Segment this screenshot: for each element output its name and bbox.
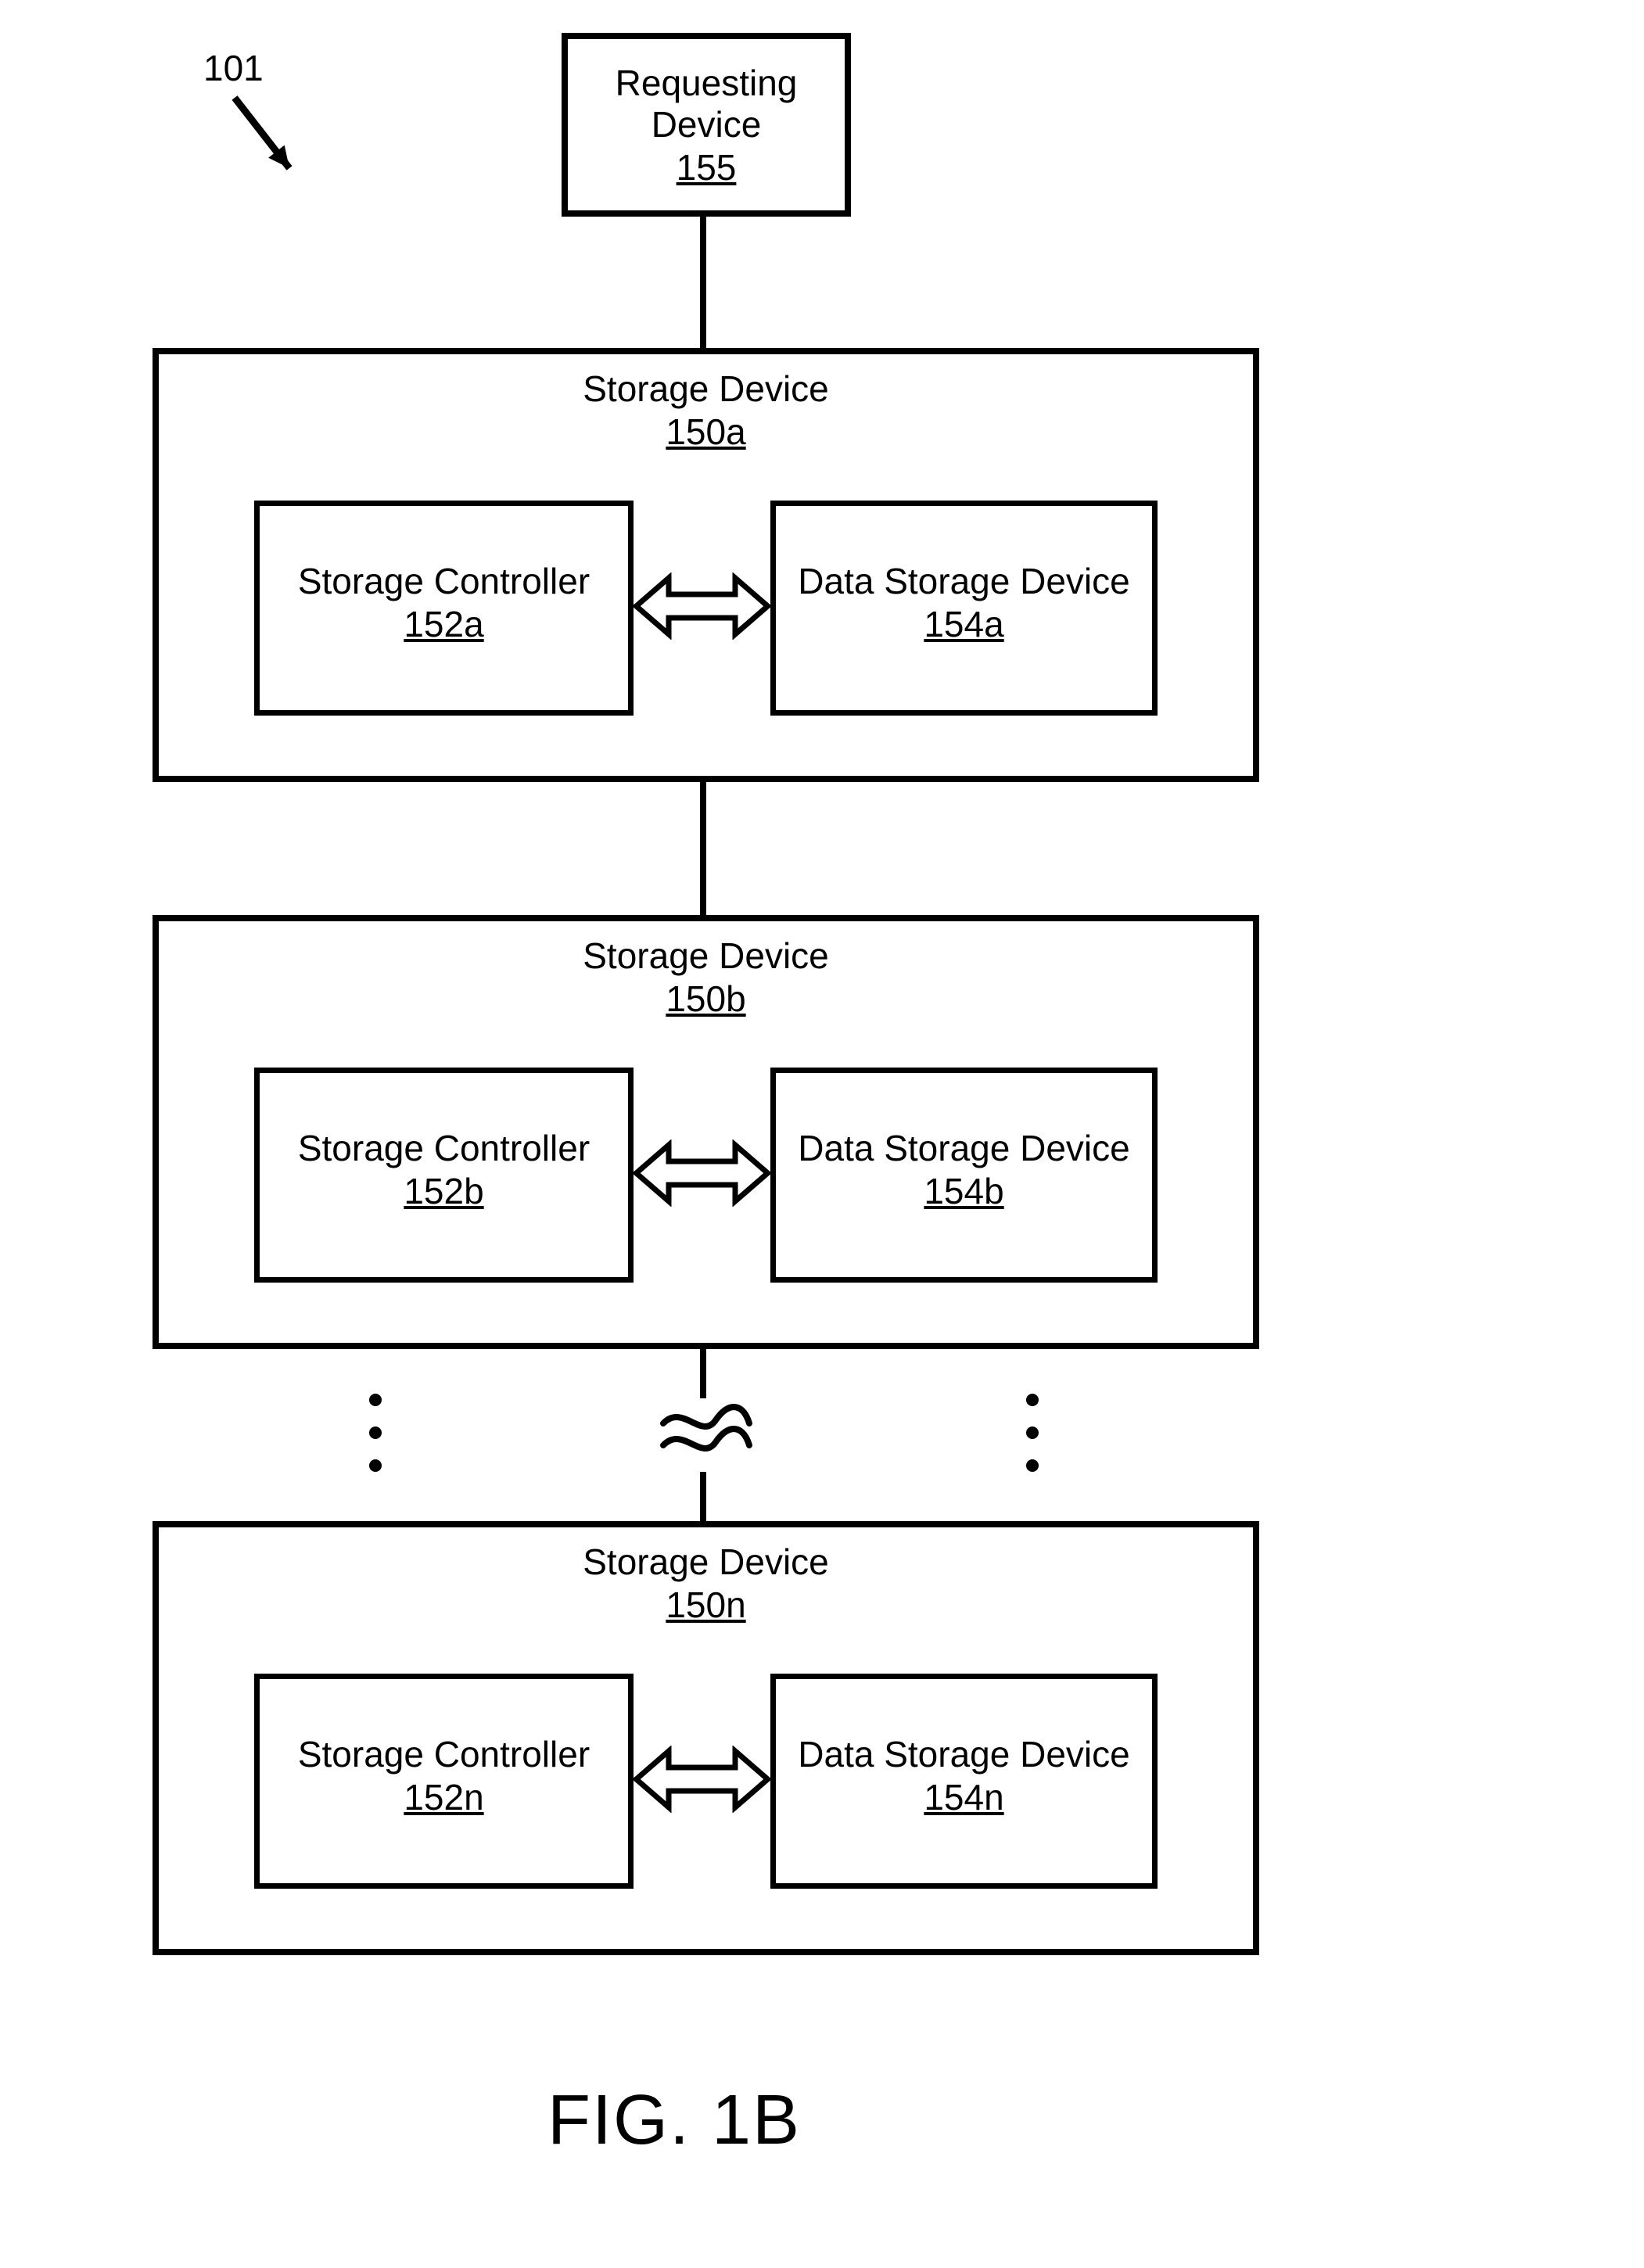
requesting-device-box: RequestingDevice155 — [562, 33, 851, 217]
storage-controller-b: Storage Controller152b — [254, 1068, 634, 1283]
data-storage-device-a: Data Storage Device154a — [770, 501, 1158, 716]
storage-controller-n-line0: Storage Controller — [298, 1734, 590, 1775]
ellipsis-dot-0-0 — [369, 1394, 382, 1406]
storage-controller-b-id: 152b — [404, 1171, 483, 1212]
storage-device-n-line0: Storage Device — [583, 1541, 829, 1583]
storage-device-a-id: 150a — [666, 411, 745, 453]
storage-controller-n: Storage Controller152n — [254, 1674, 634, 1889]
requesting-device-line0: Requesting — [616, 63, 798, 104]
ellipsis-dot-1-0 — [1026, 1394, 1039, 1406]
storage-controller-a: Storage Controller152a — [254, 501, 634, 716]
diagram-canvas: 101RequestingDevice155Storage Device150a… — [0, 0, 1644, 2268]
ellipsis-dot-1-1 — [1026, 1426, 1039, 1439]
data-storage-device-b-id: 154b — [924, 1171, 1003, 1212]
requesting-device-line1: Device — [651, 104, 762, 145]
continuation-break-icon — [659, 1400, 753, 1470]
connector-line-2 — [700, 1349, 706, 1398]
data-storage-device-n-id: 154n — [924, 1777, 1003, 1818]
data-storage-device-n-line0: Data Storage Device — [798, 1734, 1129, 1775]
data-storage-device-a-line0: Data Storage Device — [798, 561, 1129, 602]
storage-controller-a-id: 152a — [404, 604, 483, 645]
storage-device-n-id: 150n — [666, 1584, 745, 1626]
bidirectional-arrow-icon — [634, 1746, 770, 1813]
data-storage-device-b: Data Storage Device154b — [770, 1068, 1158, 1283]
connector-line-1 — [700, 782, 706, 915]
data-storage-device-a-id: 154a — [924, 604, 1003, 645]
ellipsis-dot-0-1 — [369, 1426, 382, 1439]
bidirectional-arrow-icon — [634, 1139, 770, 1207]
storage-device-b-line0: Storage Device — [583, 935, 829, 977]
ellipsis-dot-0-2 — [369, 1459, 382, 1472]
reference-arrow-icon — [211, 74, 313, 192]
connector-line-0 — [700, 217, 706, 348]
data-storage-device-b-line0: Data Storage Device — [798, 1128, 1129, 1169]
connector-line-3 — [700, 1472, 706, 1521]
storage-controller-a-line0: Storage Controller — [298, 561, 590, 602]
data-storage-device-n: Data Storage Device154n — [770, 1674, 1158, 1889]
storage-device-a-line0: Storage Device — [583, 368, 829, 410]
requesting-device-id: 155 — [677, 147, 737, 188]
figure-caption: FIG. 1B — [547, 2080, 801, 2161]
storage-device-b-id: 150b — [666, 978, 745, 1020]
bidirectional-arrow-icon — [634, 572, 770, 640]
ellipsis-dot-1-2 — [1026, 1459, 1039, 1472]
storage-controller-n-id: 152n — [404, 1777, 483, 1818]
storage-controller-b-line0: Storage Controller — [298, 1128, 590, 1169]
